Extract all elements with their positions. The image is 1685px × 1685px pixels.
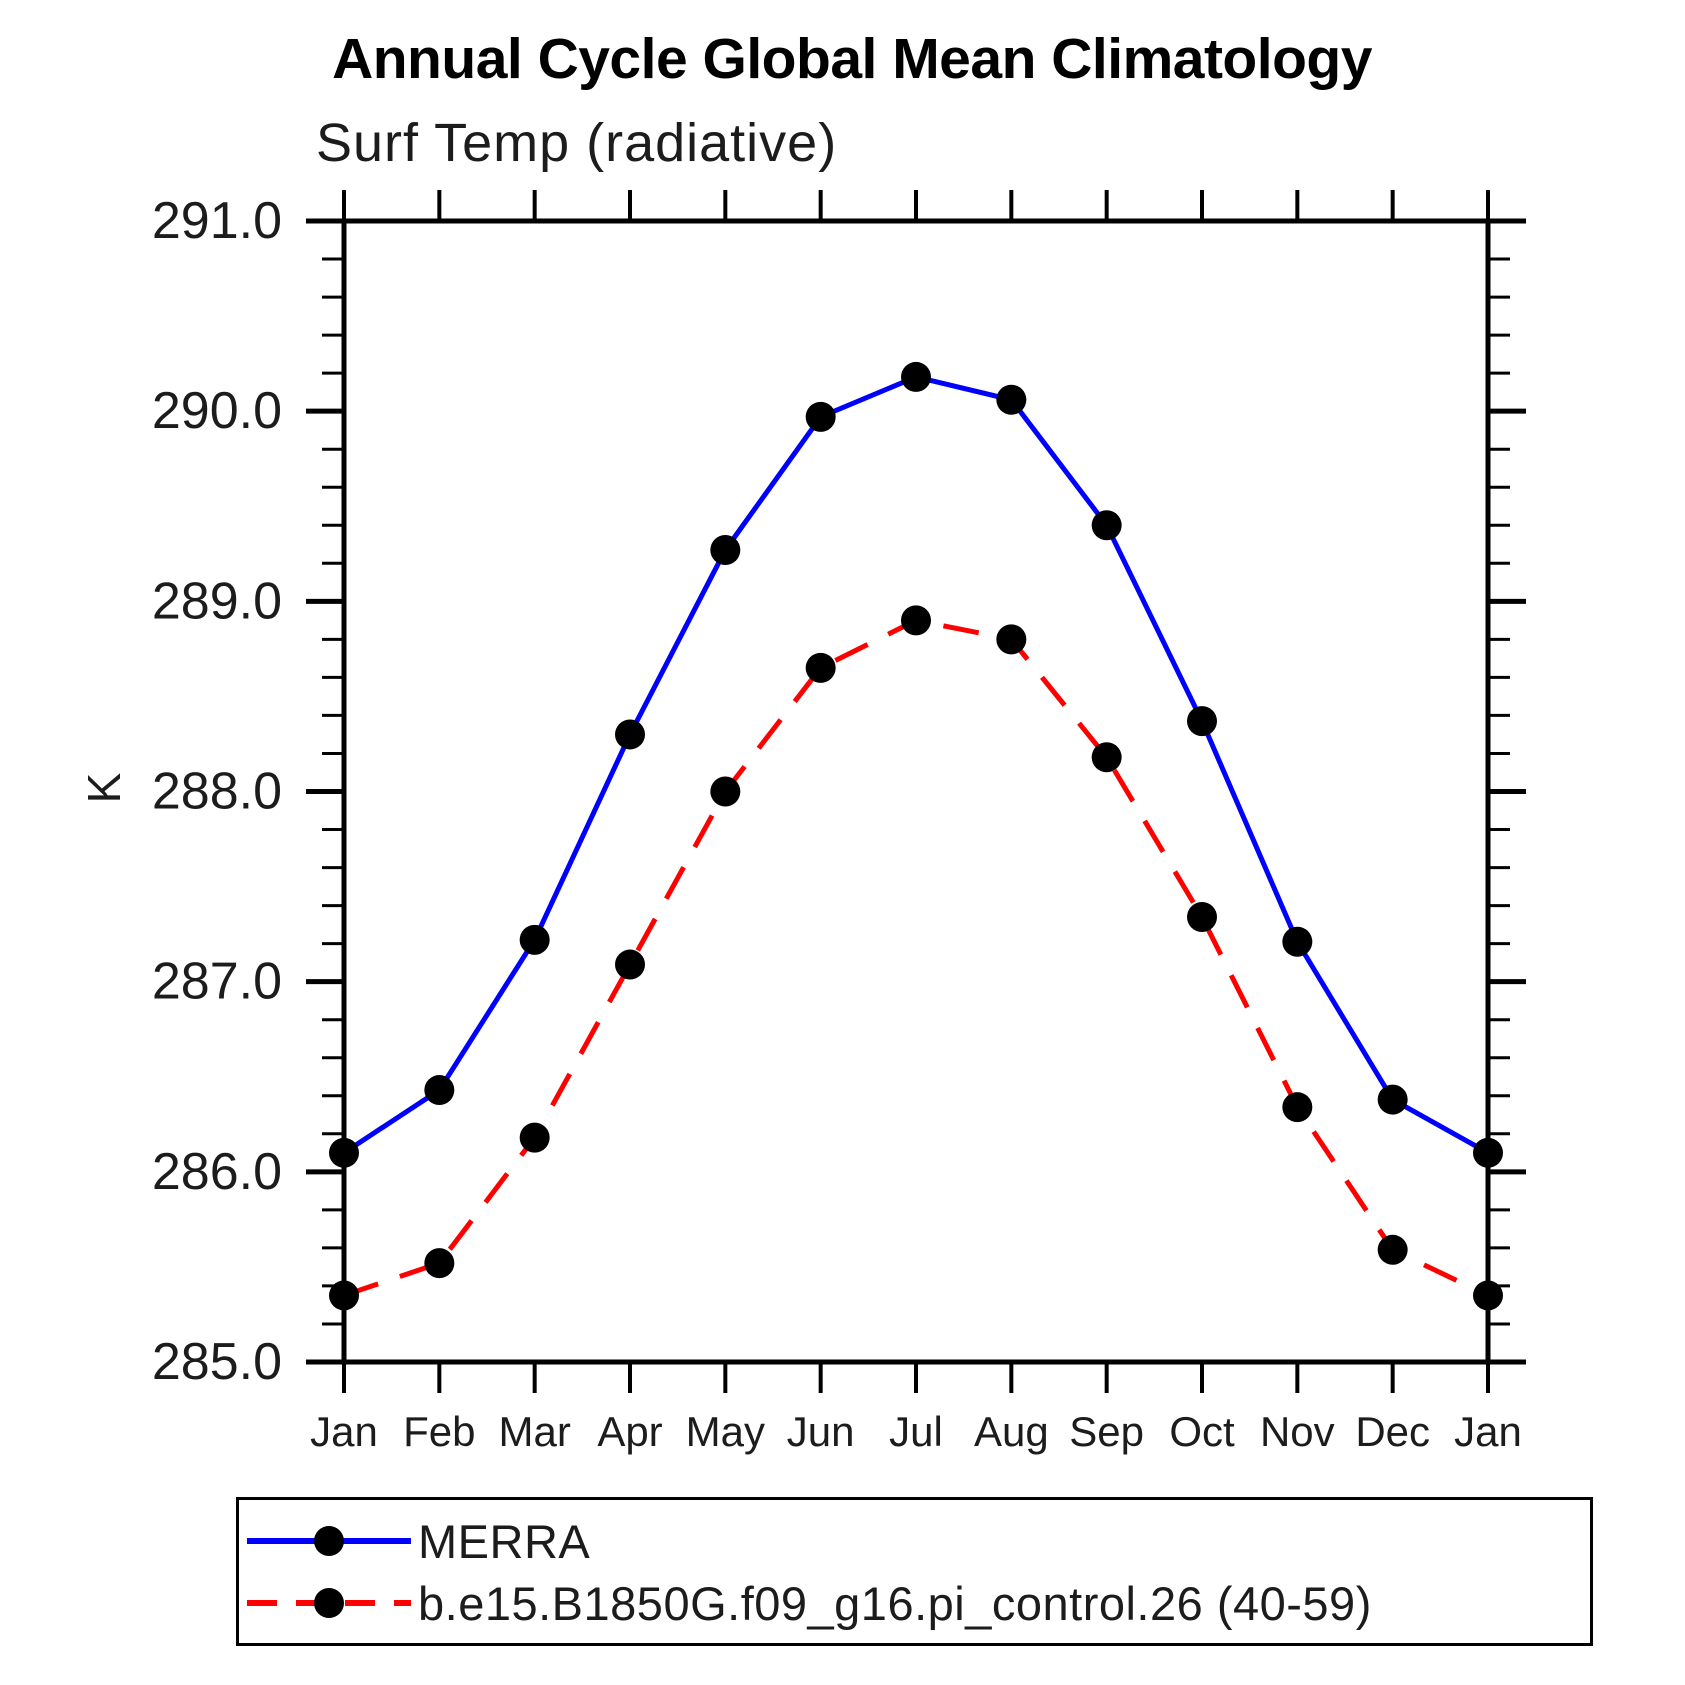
x-tick-label: Jan xyxy=(1454,1408,1522,1455)
legend-label-merra: MERRA xyxy=(418,1514,591,1568)
data-point-marker xyxy=(1282,1092,1313,1123)
data-point-marker xyxy=(615,949,645,980)
legend-line-sample-model xyxy=(247,1588,411,1618)
y-tick-label: 290.0 xyxy=(152,382,282,440)
x-tick-label: Jan xyxy=(310,1408,378,1455)
series-line-model xyxy=(343,617,1490,1298)
data-point-marker xyxy=(805,401,836,432)
y-tick-label: 286.0 xyxy=(152,1143,282,1201)
legend-item-model: b.e15.B1850G.f09_g16.pi_control.26 (40-5… xyxy=(239,1572,1372,1634)
legend-item-merra: MERRA xyxy=(239,1510,590,1572)
x-tick-label: Oct xyxy=(1169,1408,1235,1455)
data-point-marker xyxy=(329,1280,359,1311)
x-tick-label: Jul xyxy=(889,1408,943,1455)
data-point-marker xyxy=(1377,1234,1408,1265)
data-point-marker xyxy=(710,534,741,565)
data-point-marker xyxy=(710,776,741,807)
plot-frame xyxy=(341,218,1491,1365)
data-point-marker xyxy=(901,605,931,636)
legend-box: MERRA b.e15.B1850G.f09_g16.pi_control.26… xyxy=(236,1497,1593,1646)
data-point-marker xyxy=(996,624,1027,655)
y-tick-label: 285.0 xyxy=(152,1333,282,1391)
data-point-marker xyxy=(1187,706,1217,737)
data-point-marker xyxy=(1473,1137,1503,1168)
x-tick-label: Feb xyxy=(403,1408,475,1455)
x-tick-label: Mar xyxy=(498,1408,570,1455)
data-point-marker xyxy=(329,1137,359,1168)
legend-marker-icon xyxy=(314,1588,344,1618)
data-point-marker xyxy=(1091,742,1122,773)
legend-marker-icon xyxy=(314,1526,344,1556)
data-point-marker xyxy=(1282,926,1313,957)
y-tick-label: 287.0 xyxy=(152,953,282,1011)
chart-title: Annual Cycle Global Mean Climatology xyxy=(332,27,1372,91)
x-tick-label: Nov xyxy=(1260,1408,1335,1455)
data-point-marker xyxy=(996,384,1027,415)
x-tick-label: May xyxy=(686,1408,765,1455)
x-tick-label: Jun xyxy=(787,1408,855,1455)
data-point-marker xyxy=(1377,1084,1408,1115)
data-point-marker xyxy=(519,924,550,955)
data-point-marker xyxy=(1187,902,1217,933)
data-point-marker xyxy=(1473,1280,1503,1311)
data-point-marker xyxy=(615,719,645,750)
x-tick-label: Sep xyxy=(1069,1408,1144,1455)
x-tick-label: Dec xyxy=(1355,1408,1430,1455)
data-point-marker xyxy=(519,1122,550,1153)
data-point-marker xyxy=(901,361,931,392)
data-point-marker xyxy=(1091,510,1122,541)
data-point-marker xyxy=(424,1075,455,1106)
y-tick-label: 289.0 xyxy=(152,572,282,630)
legend-line-sample-merra xyxy=(247,1526,411,1556)
chart-subtitle: Surf Temp (radiative) xyxy=(316,113,838,173)
legend-label-model: b.e15.B1850G.f09_g16.pi_control.26 (40-5… xyxy=(418,1576,1372,1630)
series-line-merra xyxy=(342,374,1490,1155)
y-tick-label: 288.0 xyxy=(152,763,282,821)
data-point-marker xyxy=(805,652,836,683)
x-tick-label: Aug xyxy=(974,1408,1049,1455)
x-tick-label: Apr xyxy=(597,1408,662,1455)
data-point-marker xyxy=(424,1248,455,1279)
y-tick-label: 291.0 xyxy=(152,192,282,250)
